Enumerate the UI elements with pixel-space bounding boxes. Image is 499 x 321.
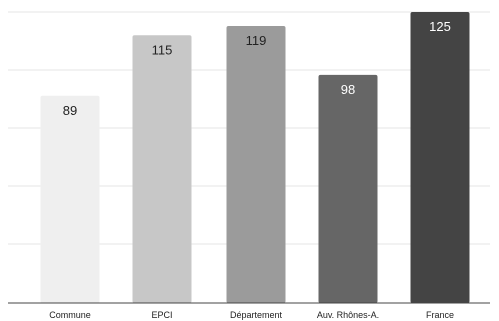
x-tick-label: Département bbox=[230, 310, 283, 320]
bar-value-label: 89 bbox=[63, 103, 77, 118]
bar-epci bbox=[133, 35, 192, 303]
bar-value-label: 115 bbox=[152, 42, 173, 57]
bars bbox=[41, 12, 470, 303]
x-tick-label: France bbox=[426, 310, 454, 320]
x-tick-label: Auv. Rhônes-A. bbox=[317, 310, 379, 320]
bar-value-label: 98 bbox=[341, 82, 355, 97]
bar-commune bbox=[41, 96, 100, 303]
x-tick-label: Commune bbox=[49, 310, 91, 320]
bar-auv-rh-nes-a bbox=[319, 75, 378, 303]
x-tick-labels: Commune EPCI Département Auv. Rhônes-A. Fran… bbox=[49, 310, 454, 320]
bar-d-partement bbox=[227, 26, 286, 303]
bar-value-label: 125 bbox=[429, 19, 451, 34]
x-tick-label: EPCI bbox=[151, 310, 172, 320]
bar-value-label: 119 bbox=[246, 33, 267, 48]
bar-france bbox=[411, 12, 470, 303]
